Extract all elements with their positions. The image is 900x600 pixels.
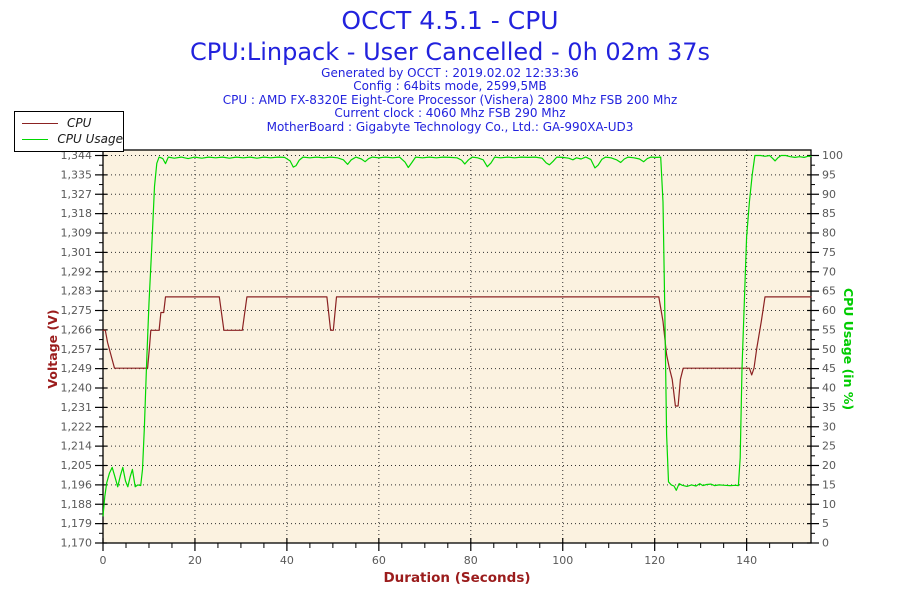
svg-text:0: 0 [822,537,829,550]
y-axis-right-labels: 1009590858075706560555045403530252015105… [822,149,843,550]
svg-text:1,170: 1,170 [61,537,93,550]
svg-text:1,283: 1,283 [61,285,93,298]
svg-text:1,309: 1,309 [61,227,93,240]
info-generated: Generated by OCCT : 2019.02.02 12:33:36 [321,66,579,80]
report-header: OCCT 4.5.1 - CPU CPU:Linpack - User Canc… [0,4,900,134]
svg-text:1,188: 1,188 [61,498,93,511]
svg-text:85: 85 [822,207,836,220]
page-title: OCCT 4.5.1 - CPU [341,6,559,35]
svg-text:1,231: 1,231 [61,401,93,414]
info-clock: Current clock : 4060 Mhz FSB 290 Mhz [334,106,566,121]
svg-text:60: 60 [822,304,836,317]
cpu-line-swatch [22,122,58,124]
legend: CPU CPU Usage [14,111,124,152]
info-motherboard: MotherBoard : Gigabyte Technology Co., L… [266,119,634,134]
legend-item-cpu: CPU [22,115,123,131]
svg-text:40: 40 [280,554,294,567]
svg-text:1,179: 1,179 [61,517,93,530]
svg-text:1,196: 1,196 [61,478,93,491]
legend-label-cpu: CPU [67,116,92,130]
legend-item-cpu-usage: CPU Usage [22,131,123,147]
svg-text:70: 70 [822,265,836,278]
x-axis-ticks [102,538,794,551]
svg-text:45: 45 [822,362,836,375]
y-axis-title-usage: CPU Usage (in %) [841,288,856,410]
x-axis-title-duration: Duration (Seconds) [383,570,530,586]
svg-text:80: 80 [822,227,836,240]
svg-text:1,318: 1,318 [61,207,93,220]
info-cpu: CPU : AMD FX-8320E Eight-Core Processor … [222,92,678,107]
svg-text:80: 80 [464,554,478,567]
svg-text:35: 35 [822,401,836,414]
series-cpu-usage-line [102,154,812,517]
svg-text:1,292: 1,292 [61,265,93,278]
svg-text:65: 65 [822,285,836,298]
y-axis-title-voltage: Voltage (V) [45,309,60,388]
svg-text:30: 30 [822,420,836,433]
series-cpu-line [102,296,812,407]
svg-text:1,327: 1,327 [61,188,93,201]
page-subtitle: CPU:Linpack - User Cancelled - 0h 02m 37… [189,38,710,66]
y-axis-left-labels: 1,344 1,335 1,327 1,318 1,309 1,301 1,292 1,283… [61,149,93,550]
svg-text:25: 25 [822,440,836,453]
svg-text:1,205: 1,205 [61,459,93,472]
svg-text:1,240: 1,240 [61,382,93,395]
svg-text:50: 50 [822,343,836,356]
svg-text:1,257: 1,257 [61,343,93,356]
legend-label-cpu-usage: CPU Usage [57,132,123,146]
gridlines [103,150,811,543]
svg-text:1,275: 1,275 [61,304,93,317]
svg-text:140: 140 [736,554,757,567]
svg-text:1,335: 1,335 [61,168,93,181]
x-axis-labels: 0 20 40 60 80 100 120 140 [100,554,758,567]
svg-text:55: 55 [822,323,836,336]
axes-border [102,149,812,544]
svg-text:1,266: 1,266 [61,323,93,336]
svg-text:100: 100 [822,149,843,162]
svg-text:1,222: 1,222 [61,420,93,433]
svg-text:40: 40 [822,382,836,395]
svg-text:90: 90 [822,188,836,201]
svg-text:1,344: 1,344 [61,149,93,162]
cpu-usage-line-swatch [22,138,49,140]
svg-text:120: 120 [644,554,665,567]
svg-text:20: 20 [188,554,202,567]
svg-text:15: 15 [822,478,836,491]
svg-text:1,214: 1,214 [61,440,93,453]
svg-text:75: 75 [822,246,836,259]
svg-text:100: 100 [552,554,573,567]
info-config: Config : 64bits mode, 2599,5MB [353,79,547,94]
svg-text:5: 5 [822,517,829,530]
svg-text:20: 20 [822,459,836,472]
svg-text:95: 95 [822,168,836,181]
plot-background [103,150,811,543]
y-axis-ticks [95,154,819,544]
svg-text:0: 0 [100,554,107,567]
svg-text:1,249: 1,249 [61,362,93,375]
svg-text:60: 60 [372,554,386,567]
svg-text:10: 10 [822,498,836,511]
svg-text:1,301: 1,301 [61,246,93,259]
